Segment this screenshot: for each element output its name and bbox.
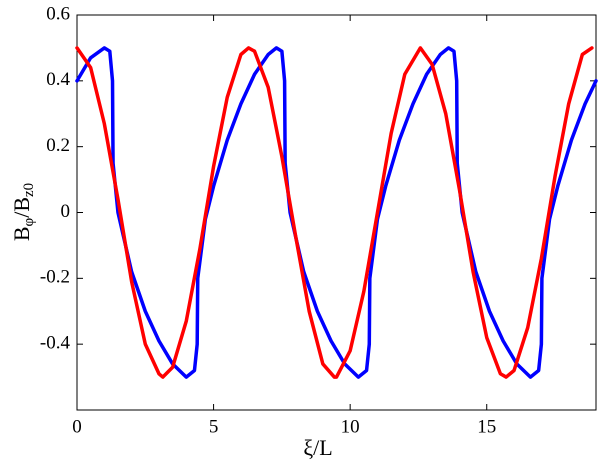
y-label-part: /B <box>9 197 34 218</box>
y-label-part: B <box>9 226 34 241</box>
x-tick-label: 15 <box>477 416 496 437</box>
data-line <box>75 46 594 379</box>
x-tick-label: 0 <box>72 416 82 437</box>
data-line <box>75 46 598 379</box>
plot-area <box>76 14 597 411</box>
x-axis-label: ξ/L <box>303 435 332 460</box>
y-tick-label: 0.6 <box>46 3 70 24</box>
y-label-subscript: z0 <box>21 183 37 197</box>
y-label-subscript: φ <box>21 217 37 226</box>
y-tick-label: -0.2 <box>40 267 70 288</box>
y-tick-label: 0.2 <box>46 135 70 156</box>
y-axis-label: Bφ/Bz0 <box>9 183 37 241</box>
y-tick-label: 0 <box>61 201 71 222</box>
y-tick-label: -0.4 <box>40 333 71 354</box>
x-tick-label: 5 <box>209 416 219 437</box>
x-tick-label: 10 <box>341 416 360 437</box>
y-tick-label: 0.4 <box>46 69 70 90</box>
